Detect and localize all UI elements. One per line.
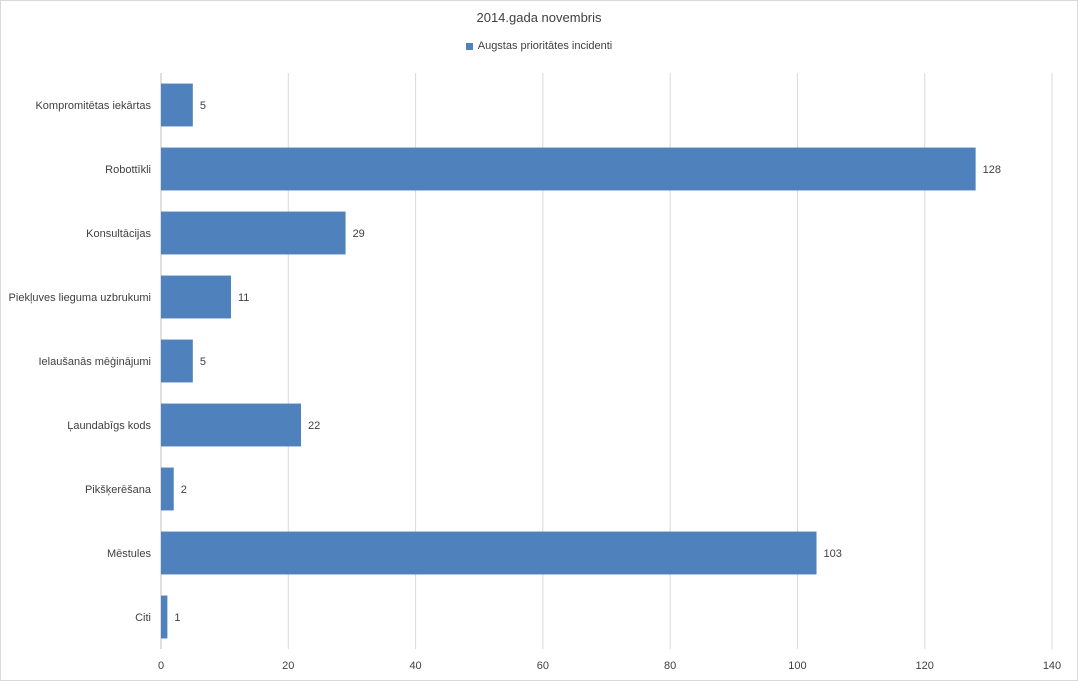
- chart-legend: Augstas prioritātes incidenti: [0, 40, 1078, 52]
- bar: [161, 467, 174, 511]
- x-tick-label: 0: [158, 660, 164, 672]
- data-label: 11: [238, 292, 249, 304]
- category-label: Konsultācijas: [86, 228, 151, 240]
- bar: [161, 147, 976, 191]
- bar: [161, 211, 346, 255]
- x-tick-label: 140: [1043, 660, 1061, 672]
- category-label: Mēstules: [107, 548, 152, 560]
- data-label: 1: [174, 612, 180, 624]
- x-tick-label: 60: [537, 660, 549, 672]
- bar: [161, 531, 817, 575]
- data-label: 128: [983, 164, 1001, 176]
- x-tick-label: 120: [916, 660, 934, 672]
- bar: [161, 595, 168, 639]
- x-tick-label: 20: [282, 660, 294, 672]
- data-label: 5: [200, 100, 206, 112]
- category-label: Ļaundabīgs kods: [67, 420, 151, 432]
- data-label: 22: [308, 420, 320, 432]
- data-label: 29: [353, 228, 365, 240]
- bar: [161, 275, 232, 319]
- legend-swatch: [465, 42, 473, 50]
- data-label: 103: [824, 548, 842, 560]
- x-tick-label: 40: [409, 660, 421, 672]
- data-label: 2: [181, 484, 187, 496]
- data-label: 5: [200, 356, 206, 368]
- bar: [161, 339, 193, 383]
- bar: [161, 403, 302, 447]
- x-tick-label: 80: [664, 660, 676, 672]
- category-label: Piekļuves lieguma uzbrukumi: [9, 292, 151, 304]
- category-label: Robottīkli: [105, 164, 151, 176]
- chart-title: 2014.gada novembris: [476, 10, 602, 25]
- category-label: Kompromitētas iekārtas: [35, 100, 151, 112]
- x-tick-label: 100: [788, 660, 806, 672]
- category-label: Citi: [135, 612, 151, 624]
- bar: [161, 83, 193, 127]
- category-label: Pikšķerēšana: [85, 484, 152, 496]
- legend-label: Augstas prioritātes incidenti: [477, 40, 613, 52]
- category-label: Ielaušanās mēģinājumi: [38, 355, 151, 368]
